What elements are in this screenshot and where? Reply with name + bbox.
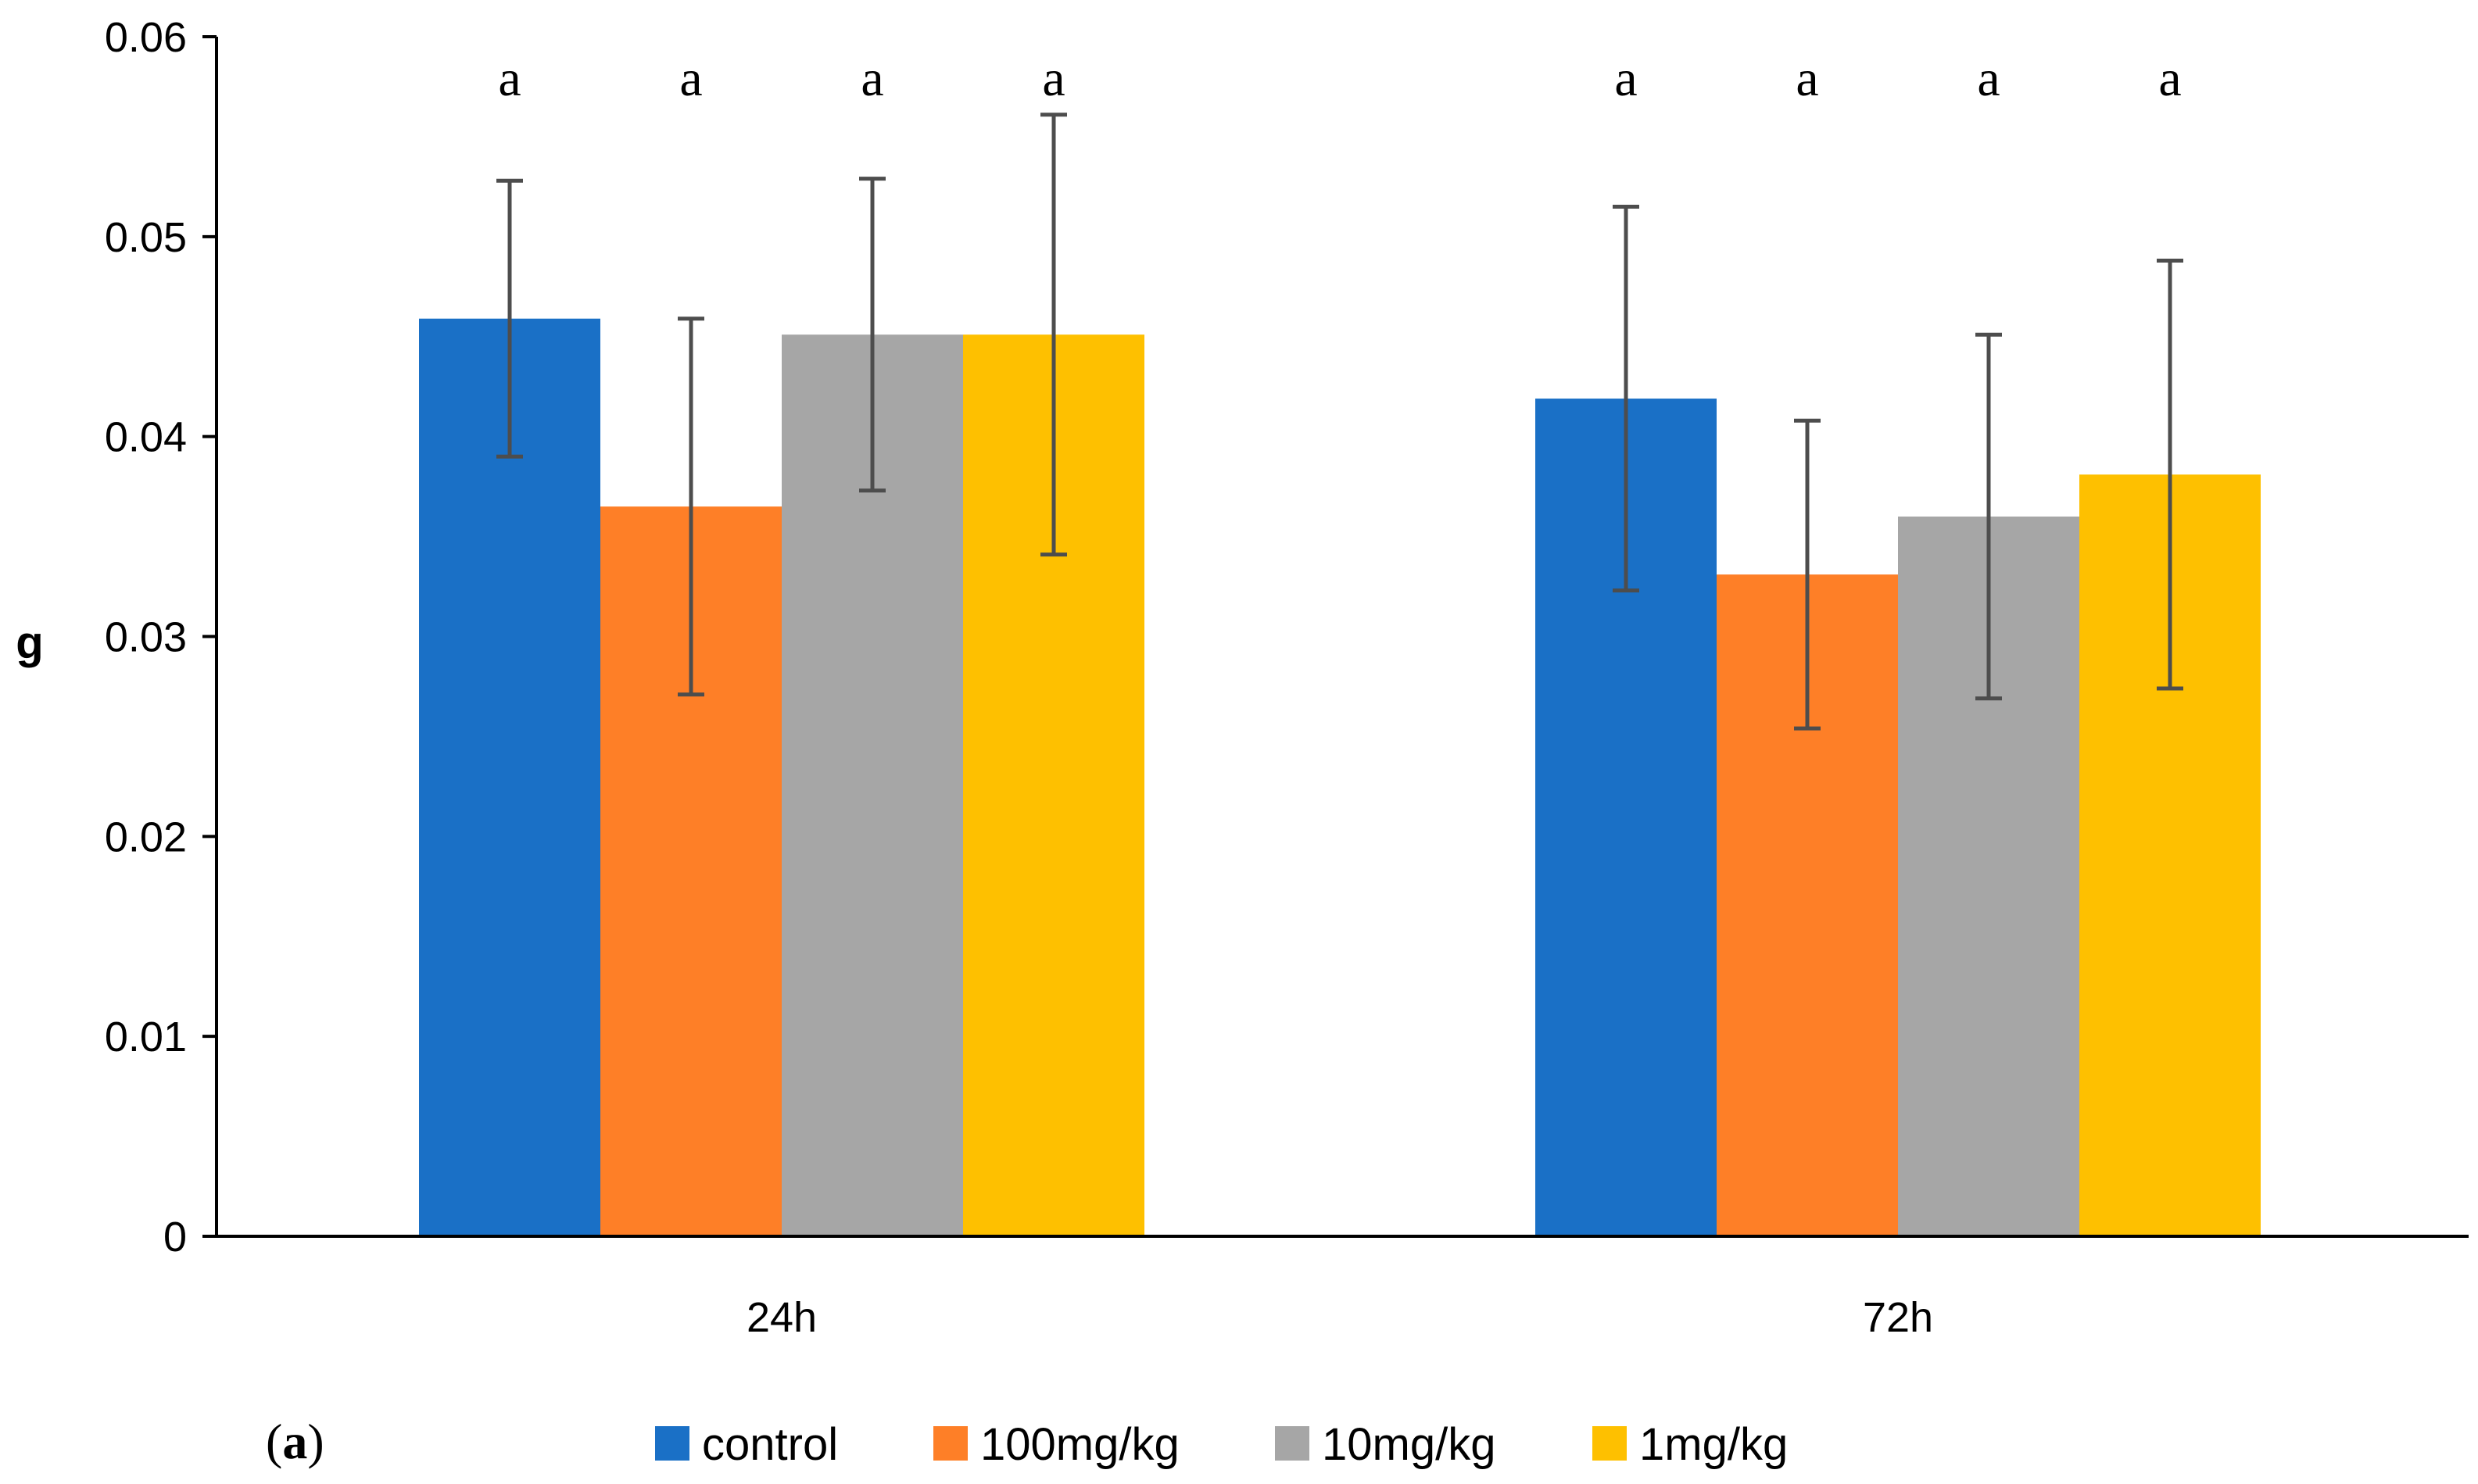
legend-label: 10mg/kg — [1322, 1419, 1495, 1470]
y-tick-label: 0.02 — [105, 814, 187, 860]
y-axis-label: g — [16, 617, 43, 668]
x-category-label: 24h — [747, 1294, 817, 1341]
significance-letter: a — [1977, 50, 2000, 107]
significance-letter: a — [861, 50, 883, 107]
legend-swatch — [1592, 1426, 1627, 1461]
legend-swatch — [655, 1426, 689, 1461]
y-tick-label: 0.05 — [105, 214, 187, 261]
y-tick-label: 0.01 — [105, 1014, 187, 1060]
bar — [419, 318, 600, 1237]
significance-letter: a — [1796, 50, 1818, 107]
significance-letter: a — [1614, 50, 1637, 107]
significance-letter: a — [498, 50, 521, 107]
panel-label-open: ( — [266, 1414, 282, 1469]
significance-letter: a — [2158, 50, 2181, 107]
y-ticks: 0 0.01 0.02 0.03 0.04 0.05 0.06 — [105, 14, 217, 1261]
legend-label: 1mg/kg — [1639, 1419, 1788, 1470]
legend: control 100mg/kg 10mg/kg 1mg/kg — [655, 1419, 1788, 1470]
y-tick-label: 0.06 — [105, 14, 187, 61]
significance-letter: a — [679, 50, 702, 107]
significance-letter: a — [1042, 50, 1065, 107]
legend-label: control — [702, 1419, 838, 1470]
x-category-labels: 24h 72h — [747, 1294, 1933, 1341]
bars-layer — [419, 318, 2261, 1237]
legend-label: 100mg/kg — [980, 1419, 1180, 1470]
panel-label-letter: a — [282, 1414, 307, 1469]
y-tick-label: 0 — [163, 1214, 187, 1261]
panel-label: (a) — [266, 1414, 324, 1469]
y-tick-label: 0.03 — [105, 614, 187, 661]
legend-swatch — [1275, 1426, 1309, 1461]
legend-swatch — [933, 1426, 968, 1461]
x-category-label: 72h — [1863, 1294, 1933, 1341]
y-tick-label: 0.04 — [105, 414, 187, 461]
panel-label-close: ) — [307, 1414, 324, 1469]
error-bars-layer — [496, 113, 2183, 731]
